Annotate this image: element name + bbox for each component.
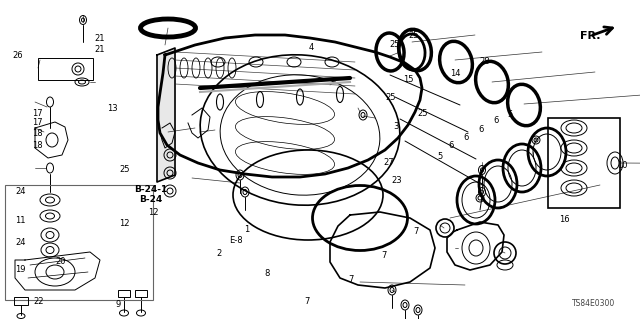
Text: 22: 22 [33,297,44,306]
Text: 27: 27 [384,158,394,167]
Text: 5: 5 [508,110,513,119]
Bar [548,118,620,208]
Text: 7: 7 [348,275,353,284]
Text: TS84E0300: TS84E0300 [572,299,615,308]
Text: 2: 2 [216,249,221,258]
Text: FR.: FR. [580,31,600,41]
Text: 25: 25 [417,109,428,118]
Text: 5: 5 [438,152,443,161]
Text: 26: 26 [13,51,23,60]
Text: B-24: B-24 [139,195,162,204]
Text: 11: 11 [15,216,26,225]
Text: 18: 18 [32,141,42,150]
Text: 8: 8 [265,269,270,278]
Text: 18: 18 [32,130,42,138]
Text: 25: 25 [120,165,130,174]
Text: 3: 3 [393,122,398,130]
Text: 12: 12 [120,219,130,228]
Text: 15: 15 [403,75,413,84]
Text: 6: 6 [479,125,484,134]
Text: E-8: E-8 [228,236,243,245]
Text: 6: 6 [493,116,499,125]
Text: 25: 25 [409,31,419,40]
Text: 17: 17 [32,109,42,118]
Text: 14: 14 [451,69,461,78]
Text: 7: 7 [381,251,387,260]
Text: B-24-1: B-24-1 [134,185,167,194]
Text: 6: 6 [463,133,468,142]
Bar [38,58,93,80]
Text: 25: 25 [385,93,396,102]
Text: 25: 25 [390,40,400,48]
Bar [118,290,130,297]
Text: 9: 9 [116,300,121,309]
Bar [135,290,147,297]
Text: 28: 28 [480,57,490,66]
Text: 12: 12 [148,208,159,217]
Text: 19: 19 [15,265,26,274]
Text: 7: 7 [305,297,310,306]
Text: 21: 21 [94,34,104,43]
Text: 7: 7 [413,227,419,236]
Text: 1: 1 [244,225,249,234]
Text: 16: 16 [559,215,570,224]
Text: 24: 24 [15,238,26,247]
Text: 13: 13 [107,104,117,113]
Text: 23: 23 [392,176,402,185]
Text: 17: 17 [32,118,42,127]
Bar [5,185,153,300]
Text: 21: 21 [94,45,104,54]
Text: 6: 6 [449,141,454,150]
Text: 24: 24 [15,187,26,196]
Bar [14,297,28,305]
Text: 10: 10 [617,161,627,170]
Polygon shape [157,48,175,182]
Text: 20: 20 [56,257,66,266]
Text: 4: 4 [309,43,314,52]
